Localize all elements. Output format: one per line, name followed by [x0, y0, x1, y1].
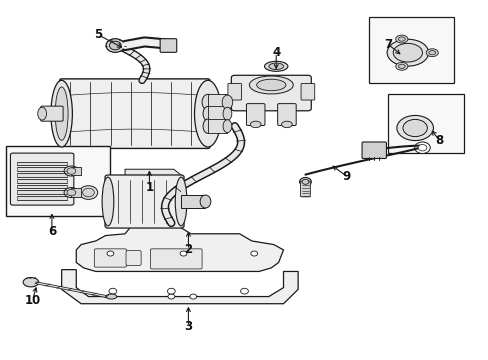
FancyBboxPatch shape: [300, 181, 310, 197]
Ellipse shape: [51, 80, 72, 147]
Ellipse shape: [250, 121, 261, 128]
FancyBboxPatch shape: [41, 106, 63, 121]
Ellipse shape: [82, 188, 94, 197]
Text: 1: 1: [145, 181, 153, 194]
Ellipse shape: [203, 119, 212, 134]
Text: 3: 3: [184, 320, 192, 333]
Bar: [387, 94, 463, 153]
FancyBboxPatch shape: [94, 249, 126, 267]
Text: 6: 6: [48, 225, 56, 238]
Ellipse shape: [264, 61, 287, 71]
Polygon shape: [61, 270, 298, 304]
Ellipse shape: [102, 177, 114, 226]
Bar: [17, 162, 67, 165]
Text: 8: 8: [434, 134, 443, 147]
Ellipse shape: [281, 121, 292, 128]
Text: 9: 9: [342, 170, 350, 183]
Ellipse shape: [395, 62, 407, 70]
FancyBboxPatch shape: [126, 251, 141, 265]
FancyBboxPatch shape: [361, 142, 386, 158]
Polygon shape: [115, 169, 183, 177]
Ellipse shape: [200, 195, 210, 208]
Bar: [207, 107, 227, 121]
FancyBboxPatch shape: [231, 75, 311, 111]
FancyBboxPatch shape: [60, 79, 209, 148]
FancyBboxPatch shape: [246, 104, 264, 126]
Ellipse shape: [223, 120, 231, 133]
Bar: [181, 195, 205, 208]
Text: 5: 5: [94, 28, 102, 41]
Ellipse shape: [180, 251, 186, 256]
Ellipse shape: [79, 186, 98, 199]
Ellipse shape: [23, 278, 39, 287]
Ellipse shape: [67, 168, 76, 174]
Bar: [17, 185, 67, 188]
Text: 2: 2: [184, 243, 192, 256]
Text: 10: 10: [24, 294, 41, 307]
FancyBboxPatch shape: [160, 39, 176, 52]
Ellipse shape: [250, 251, 257, 256]
Ellipse shape: [64, 188, 79, 198]
Bar: [5, 146, 110, 216]
Bar: [207, 119, 227, 134]
Ellipse shape: [425, 49, 437, 57]
Bar: [17, 190, 67, 194]
Ellipse shape: [194, 80, 221, 147]
Ellipse shape: [167, 288, 175, 294]
Bar: [368, 17, 453, 83]
Ellipse shape: [396, 116, 432, 140]
Ellipse shape: [175, 177, 186, 226]
Ellipse shape: [240, 288, 248, 294]
Ellipse shape: [395, 35, 407, 43]
Ellipse shape: [414, 142, 429, 153]
Ellipse shape: [417, 144, 426, 151]
FancyBboxPatch shape: [150, 249, 202, 269]
FancyBboxPatch shape: [227, 84, 241, 100]
Ellipse shape: [109, 288, 117, 294]
Ellipse shape: [109, 41, 121, 50]
Ellipse shape: [256, 79, 285, 91]
Text: 7: 7: [384, 38, 391, 51]
Ellipse shape: [67, 189, 76, 196]
Bar: [17, 179, 67, 183]
Ellipse shape: [64, 166, 79, 176]
Ellipse shape: [268, 63, 283, 69]
Ellipse shape: [222, 95, 232, 109]
Ellipse shape: [402, 120, 427, 136]
Ellipse shape: [392, 43, 422, 62]
Text: 4: 4: [271, 46, 280, 59]
Bar: [207, 94, 227, 110]
Bar: [17, 173, 67, 177]
Polygon shape: [76, 225, 283, 271]
FancyBboxPatch shape: [105, 175, 183, 228]
Ellipse shape: [38, 107, 46, 120]
Ellipse shape: [302, 179, 308, 184]
Ellipse shape: [223, 107, 231, 120]
Bar: [17, 196, 67, 200]
Ellipse shape: [167, 294, 174, 299]
Ellipse shape: [106, 294, 117, 299]
Ellipse shape: [189, 294, 196, 299]
Ellipse shape: [249, 76, 293, 94]
Ellipse shape: [203, 107, 212, 121]
Ellipse shape: [398, 37, 405, 41]
Ellipse shape: [428, 50, 435, 55]
FancyBboxPatch shape: [277, 104, 296, 126]
FancyBboxPatch shape: [301, 84, 314, 100]
Ellipse shape: [398, 64, 405, 68]
Bar: [71, 167, 81, 175]
Ellipse shape: [202, 94, 213, 110]
FancyBboxPatch shape: [10, 153, 74, 205]
Bar: [71, 188, 81, 197]
Ellipse shape: [107, 251, 114, 256]
Ellipse shape: [386, 39, 427, 66]
Bar: [17, 167, 67, 171]
Ellipse shape: [299, 177, 311, 186]
Ellipse shape: [55, 87, 68, 140]
Ellipse shape: [106, 39, 124, 52]
